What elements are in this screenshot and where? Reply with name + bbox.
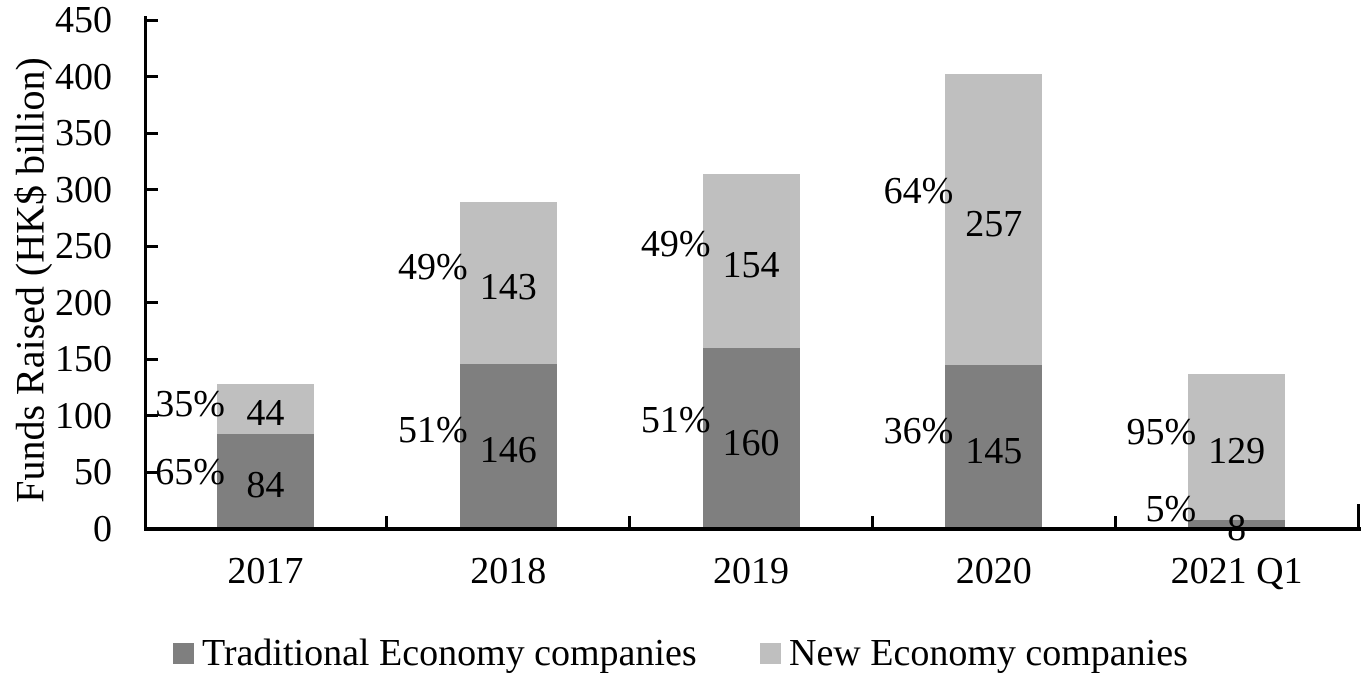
bar-segment-2019-traditional (702, 348, 800, 529)
y-tick-250 (147, 244, 158, 248)
value-label-2020-1: 257 (965, 202, 1023, 245)
x-boundary-tick-2 (628, 516, 632, 529)
y-tick-350 (147, 131, 158, 135)
legend-swatch-new-economy (760, 642, 781, 664)
bar-segment-2020-traditional (945, 364, 1043, 529)
x-axis-label-2021-Q1: 2021 Q1 (1170, 550, 1303, 592)
bar-segment-2017-traditional (216, 433, 314, 529)
value-label-2021-Q1-1: 129 (1208, 429, 1266, 472)
y-tick-label-150: 150 (55, 338, 112, 381)
y-tick-400 (147, 75, 158, 79)
y-tick-100 (147, 414, 158, 418)
value-label-2019-0: 160 (722, 421, 780, 464)
x-axis-label-2019: 2019 (713, 550, 789, 592)
y-tick-label-0: 0 (93, 508, 112, 550)
bar-segment-2018-traditional (459, 363, 557, 529)
y-tick-label-450: 450 (55, 0, 112, 41)
bar-segment-2021-Q1-traditional (1188, 519, 1286, 529)
pct-label-2019-1: 49% (640, 222, 711, 265)
pct-label-2020-1: 64% (883, 169, 954, 212)
legend-label-traditional: Traditional Economy companies (202, 632, 697, 674)
value-label-2021-Q1-0: 8 (1227, 507, 1247, 550)
y-tick-50 (147, 470, 158, 474)
legend-label-new-economy: New Economy companies (789, 632, 1188, 674)
value-label-2017-1: 44 (246, 392, 285, 435)
bar-segment-2018-new-economy (459, 202, 557, 364)
y-tick-200 (147, 301, 158, 305)
x-boundary-tick-3 (870, 516, 874, 529)
value-label-2019-1: 154 (722, 243, 780, 286)
y-tick-300 (147, 188, 158, 192)
pct-label-2020-0: 36% (883, 409, 954, 452)
x-boundary-tick-1 (385, 516, 389, 529)
y-tick-label-400: 400 (55, 55, 112, 98)
y-tick-150 (147, 357, 158, 361)
pct-label-2018-1: 49% (398, 245, 468, 288)
y-axis-line (144, 16, 147, 530)
bar-segment-2021-Q1-new-economy (1188, 374, 1286, 520)
x-axis-label-2020: 2020 (955, 550, 1032, 592)
legend-swatch-traditional (173, 642, 194, 664)
x-axis-line (144, 527, 1361, 531)
y-tick-label-200: 200 (55, 281, 112, 324)
value-label-2018-0: 146 (479, 429, 537, 472)
x-boundary-tick-4 (1113, 516, 1117, 529)
legend-entry-new-economy: New Economy companies (760, 633, 1188, 673)
pct-label-2021-Q1-1: 95% (1126, 411, 1197, 454)
bar-segment-2020-new-economy (945, 74, 1043, 365)
pct-label-2017-1: 35% (155, 383, 225, 426)
x-axis-label-2018: 2018 (470, 550, 547, 592)
legend-entry-traditional: Traditional Economy companies (173, 633, 697, 673)
y-tick-450 (147, 18, 158, 22)
x-axis-end-tick (1357, 504, 1360, 529)
pct-label-2019-0: 51% (640, 399, 711, 442)
y-tick-label-250: 250 (55, 225, 112, 268)
bar-segment-2019-new-economy (702, 173, 800, 349)
value-label-2017-0: 84 (246, 464, 285, 507)
pct-label-2018-0: 51% (398, 408, 468, 451)
pct-label-2017-0: 65% (155, 450, 225, 493)
value-label-2020-0: 145 (965, 429, 1023, 472)
y-tick-label-50: 50 (74, 451, 112, 494)
pct-label-2021-Q1-0: 5% (1145, 488, 1197, 530)
value-label-2018-1: 143 (479, 265, 537, 308)
x-axis-label-2017: 2017 (227, 550, 304, 592)
y-tick-label-300: 300 (55, 168, 112, 211)
y-tick-label-350: 350 (55, 112, 112, 155)
y-tick-label-100: 100 (55, 394, 112, 437)
bar-segment-2017-new-economy (216, 384, 314, 434)
